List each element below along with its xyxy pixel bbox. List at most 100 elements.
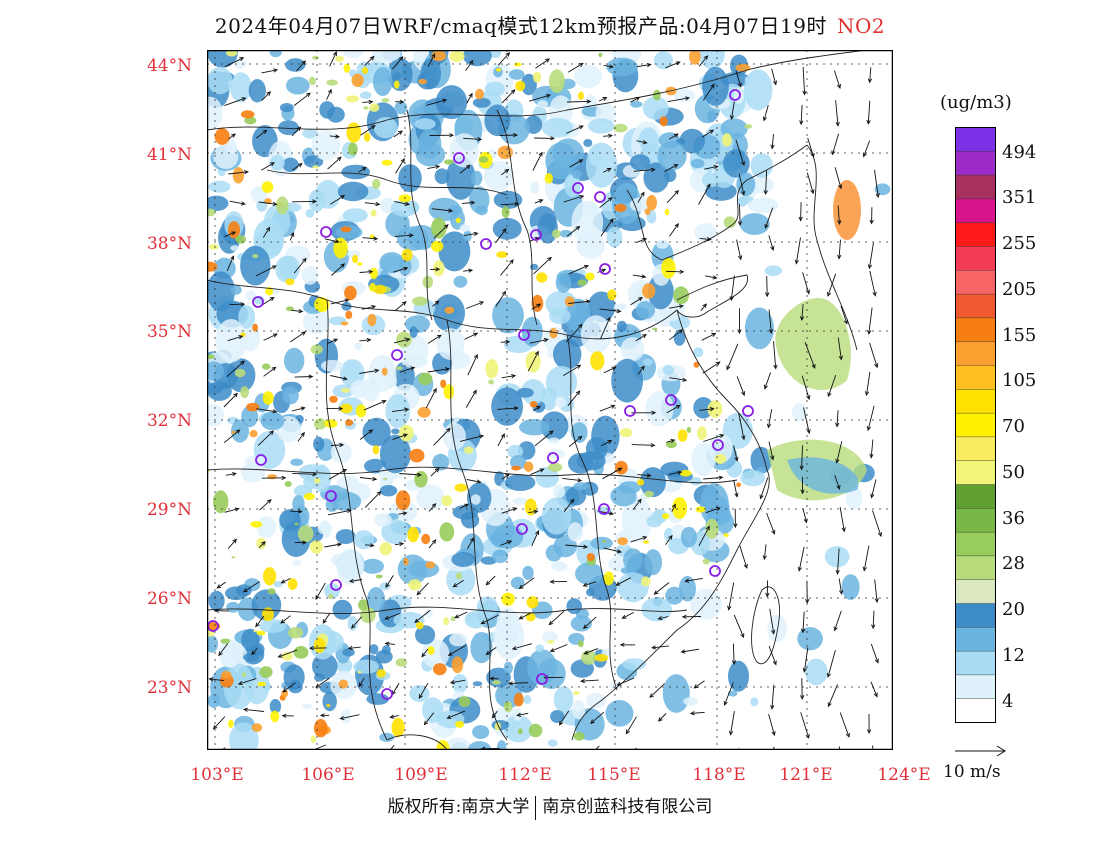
- concentration-patch: [342, 208, 368, 223]
- wind-vector: [289, 231, 295, 241]
- concentration-patch: [262, 391, 274, 405]
- concentration-patch: [259, 666, 273, 678]
- concentration-patch: [478, 156, 489, 163]
- concentration-patch: [694, 223, 717, 243]
- wind-vector: [621, 612, 635, 619]
- concentration-patch: [764, 265, 783, 276]
- concentration-patch: [707, 400, 723, 418]
- wind-vector: [242, 581, 260, 593]
- concentration-patch: [379, 542, 392, 556]
- concentration-patch: [238, 305, 256, 329]
- wind-vector: [362, 99, 374, 105]
- concentration-patch: [214, 128, 230, 145]
- wind-vector: [833, 610, 842, 632]
- wind-vector: [723, 682, 734, 706]
- wind-vector: [227, 538, 237, 549]
- wind-vector: [229, 302, 246, 307]
- concentration-patch: [463, 230, 472, 242]
- concentration-patch: [615, 460, 628, 475]
- concentration-patch: [382, 645, 391, 655]
- concentration-patch: [301, 265, 319, 285]
- wind-vector: [704, 164, 719, 170]
- province-10: [626, 189, 663, 261]
- wind-vector: [602, 467, 623, 480]
- wind-vector: [766, 409, 773, 429]
- wind-vector: [566, 323, 583, 343]
- wind-vector: [327, 156, 342, 170]
- lon-label-106: 106°E: [301, 765, 355, 785]
- concentration-patch: [240, 386, 249, 399]
- city-marker: [518, 329, 530, 341]
- wind-vector: [263, 333, 278, 341]
- wind-vector: [328, 508, 352, 516]
- concentration-patch: [394, 101, 408, 115]
- wind-vector: [532, 151, 543, 171]
- concentration-patch: [448, 205, 463, 215]
- concentration-patch: [431, 240, 444, 252]
- concentration-patch: [662, 674, 690, 713]
- wind-vector: [228, 133, 236, 140]
- concentration-patch: [603, 571, 614, 586]
- concentration-patch: [594, 654, 609, 662]
- wind-vector: [668, 133, 679, 140]
- concentration-patch: [454, 483, 468, 492]
- concentration-patch: [623, 548, 643, 572]
- concentration-patch: [555, 273, 572, 293]
- concentration-patch: [335, 529, 356, 545]
- wind-vector: [384, 641, 395, 646]
- wind-vector: [394, 233, 414, 238]
- concentration-patch: [491, 387, 523, 426]
- concentration-patch: [540, 411, 569, 441]
- concentration-patch: [617, 572, 649, 603]
- concentration-patch: [613, 303, 625, 312]
- wind-vector: [393, 130, 403, 138]
- wind-vector: [464, 332, 479, 340]
- concentration-patch: [312, 55, 319, 60]
- wind-vector: [294, 374, 314, 379]
- wind-vector: [291, 309, 304, 314]
- concentration-patch: [444, 306, 455, 314]
- concentration-patch: [451, 656, 464, 674]
- concentration-patch: [503, 715, 533, 743]
- wind-vector: [637, 191, 645, 203]
- wind-vector: [802, 508, 808, 524]
- concentration-patch: [493, 524, 524, 549]
- wind-vector: [326, 406, 344, 411]
- colorbar-cell: [955, 674, 996, 700]
- wind-vector: [733, 480, 739, 498]
- wind-vector: [277, 649, 298, 658]
- wind-vector: [619, 642, 636, 647]
- concentration-patch: [372, 178, 381, 189]
- wind-vector: [463, 268, 474, 273]
- wind-vector: [330, 195, 346, 205]
- wind-vector: [632, 498, 642, 510]
- lat-label-44: 44°N: [146, 56, 192, 76]
- concentration-patch: [361, 67, 369, 74]
- concentration-patch: [381, 159, 393, 166]
- concentration-patch: [744, 307, 774, 350]
- legend-label-4: 4: [1002, 691, 1014, 712]
- concentration-patch: [363, 106, 369, 110]
- bohai-coast: [661, 144, 808, 261]
- concentration-patch: [740, 470, 766, 487]
- concentration-patch: [265, 287, 274, 296]
- concentration-patch: [312, 653, 338, 680]
- concentration-patch: [228, 719, 234, 728]
- wind-vector: [491, 710, 498, 719]
- concentration-patch: [409, 326, 418, 338]
- concentration-patch: [399, 424, 414, 442]
- concentration-patch: [267, 474, 278, 480]
- concentration-patch: [714, 453, 727, 464]
- concentration-patch: [218, 639, 242, 668]
- wind-vector: [635, 333, 647, 342]
- concentration-patch: [535, 644, 544, 653]
- wind-vector: [280, 615, 291, 624]
- concentration-patch: [207, 361, 225, 381]
- concentration-patch: [461, 511, 480, 529]
- wind-vector: [549, 644, 568, 653]
- wind-vector: [653, 582, 670, 595]
- legend-unit: (ug/m3): [940, 92, 1012, 113]
- wind-vector: [527, 350, 539, 372]
- city-marker: [709, 565, 721, 577]
- concentration-patch: [574, 64, 602, 89]
